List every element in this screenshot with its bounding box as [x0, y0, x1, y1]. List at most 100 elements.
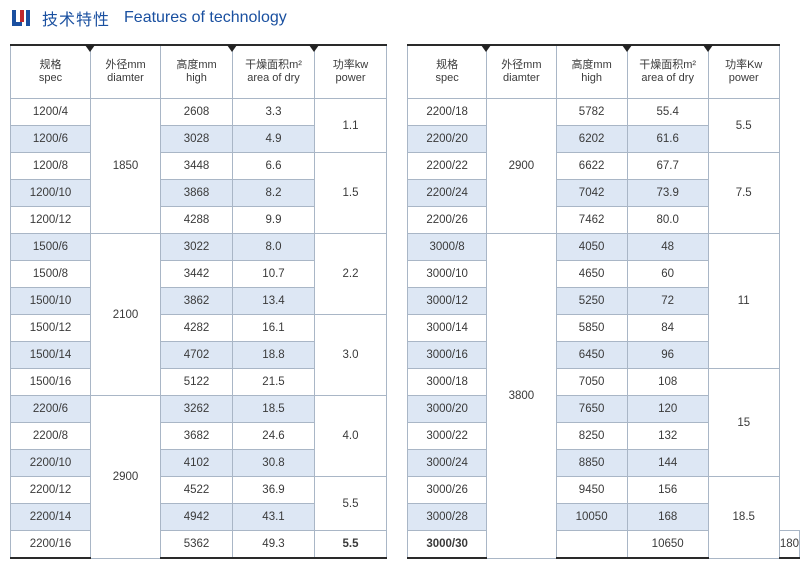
high-cell: 3862 [160, 287, 233, 315]
spec-cell: 1200/4 [10, 98, 91, 126]
table-row: 3000/28 10050 168 [406, 503, 800, 531]
diameter-cell: 2100 [90, 233, 161, 396]
high-cell: 5362 [160, 530, 233, 559]
power-cell: 5.5 [707, 98, 780, 153]
spec-table-left: 规格 spec 外径mm diamter 高度mm high 干燥面积m² area o… [10, 44, 387, 559]
power-cell: 11 [707, 233, 780, 369]
area-cell: 36.9 [232, 476, 315, 504]
high-cell: 7050 [555, 368, 628, 396]
triangle-marker-icon [85, 45, 95, 52]
table-row: 2200/16 5362 49.3 5.5 [10, 530, 387, 559]
table-row: 1200/8 3448 6.6 1.5 [10, 152, 387, 234]
table-row: 3000/12 5250 72 [406, 287, 800, 315]
spec-cell: 3000/24 [406, 449, 488, 477]
spec-cell: 2200/16 [10, 530, 91, 559]
spec-cell: 2200/22 [406, 152, 488, 180]
table-row: 3000/30 10650 180 [406, 530, 800, 559]
table-row: 2200/10 4102 30.8 [10, 449, 387, 477]
spec-cell: 3000/28 [406, 503, 488, 531]
table-row: 2200/22 6622 67.7 7.5 [406, 152, 800, 234]
spec-cell: 3000/18 [406, 368, 488, 396]
power-cell: 2.2 [314, 233, 387, 315]
area-cell: 6.6 [232, 152, 315, 180]
table-row: 3000/14 5850 84 [406, 314, 800, 342]
table-row: 2200/26 7462 80.0 [406, 206, 800, 234]
spec-cell: 1500/8 [10, 260, 91, 288]
high-cell: 7462 [555, 206, 628, 234]
spec-cell: 3000/30 [406, 530, 488, 559]
high-cell: 5122 [160, 368, 233, 396]
area-cell: 30.8 [232, 449, 315, 477]
area-cell: 84 [626, 314, 709, 342]
area-cell: 16.1 [232, 314, 315, 342]
high-cell: 6450 [555, 341, 628, 369]
header-height: 高度mm high [555, 44, 632, 99]
area-cell: 168 [626, 503, 709, 531]
spec-cell: 3000/20 [406, 395, 488, 423]
spec-cell: 3000/22 [406, 422, 488, 450]
area-cell: 21.5 [232, 368, 315, 396]
table-row: 2200/24 7042 73.9 [406, 179, 800, 207]
area-cell: 96 [626, 341, 709, 369]
power-cell: 1.5 [314, 152, 387, 234]
area-cell: 43.1 [232, 503, 315, 531]
spec-cell: 3000/26 [406, 476, 488, 504]
area-cell: 60 [626, 260, 709, 288]
area-cell: 24.6 [232, 422, 315, 450]
area-cell: 61.6 [626, 125, 709, 153]
high-cell: 10650 [626, 530, 709, 559]
area-cell: 80.0 [626, 206, 709, 234]
spec-cell: 2200/20 [406, 125, 488, 153]
spec-cell: 2200/12 [10, 476, 91, 504]
table-row: 1500/6 2100 3022 8.0 2.2 [10, 233, 387, 396]
table-row: 3000/20 7650 120 [406, 395, 800, 423]
spec-cell: 3000/10 [406, 260, 488, 288]
company-logo-icon [12, 10, 30, 26]
area-cell: 73.9 [626, 179, 709, 207]
spec-cell: 1500/10 [10, 287, 91, 315]
high-cell: 2608 [160, 98, 233, 126]
triangle-marker-icon [309, 45, 319, 52]
table-row: 1200/12 4288 9.9 [10, 206, 387, 234]
title-english: Features of technology [124, 9, 287, 26]
area-cell: 67.7 [626, 152, 709, 180]
header-spec: 规格 spec [406, 44, 492, 99]
spec-cell: 2200/24 [406, 179, 488, 207]
spec-cell: 2200/26 [406, 206, 488, 234]
table-row: 3000/18 7050 108 15 [406, 368, 800, 477]
power-cell: 5.5 [314, 476, 387, 531]
high-cell: 3028 [160, 125, 233, 153]
high-cell: 4282 [160, 314, 233, 342]
power-cell: 7.5 [707, 152, 780, 234]
diameter-cell: 3800 [486, 233, 557, 559]
header-height: 高度mm high [160, 44, 237, 99]
triangle-marker-icon [702, 45, 713, 52]
table-row: 1200/10 3868 8.2 [10, 179, 387, 207]
high-cell: 3022 [160, 233, 233, 261]
high-cell: 6622 [555, 152, 628, 180]
area-cell: 3.3 [232, 98, 315, 126]
table-row: 2200/12 4522 36.9 5.5 [10, 476, 387, 531]
high-cell: 6202 [555, 125, 628, 153]
diameter-cell-empty [555, 530, 628, 559]
header-diameter: 外径mm diamter [90, 44, 161, 99]
area-cell: 18.5 [232, 395, 315, 423]
spec-cell: 2200/8 [10, 422, 91, 450]
table-row: 1500/12 4282 16.1 3.0 [10, 314, 387, 396]
high-cell: 8850 [555, 449, 628, 477]
area-cell: 8.0 [232, 233, 315, 261]
high-cell: 4650 [555, 260, 628, 288]
high-cell: 5850 [555, 314, 628, 342]
table-row: 1500/16 5122 21.5 [10, 368, 387, 396]
spec-cell: 1200/12 [10, 206, 91, 234]
high-cell: 4050 [555, 233, 628, 261]
header-spec: 规格 spec [10, 44, 95, 99]
area-cell: 180 [778, 530, 800, 559]
high-cell: 3262 [160, 395, 233, 423]
table-row: 3000/24 8850 144 [406, 449, 800, 477]
spec-table-right: 规格 spec 外径mm diamter 高度mm high 干燥面积m² area o… [406, 44, 800, 559]
spec-cell: 1200/6 [10, 125, 91, 153]
table-header-row: 规格 spec 外径mm diamter 高度mm high 干燥面积m² area o… [406, 44, 800, 99]
spec-cell: 3000/8 [406, 233, 488, 261]
area-cell: 10.7 [232, 260, 315, 288]
